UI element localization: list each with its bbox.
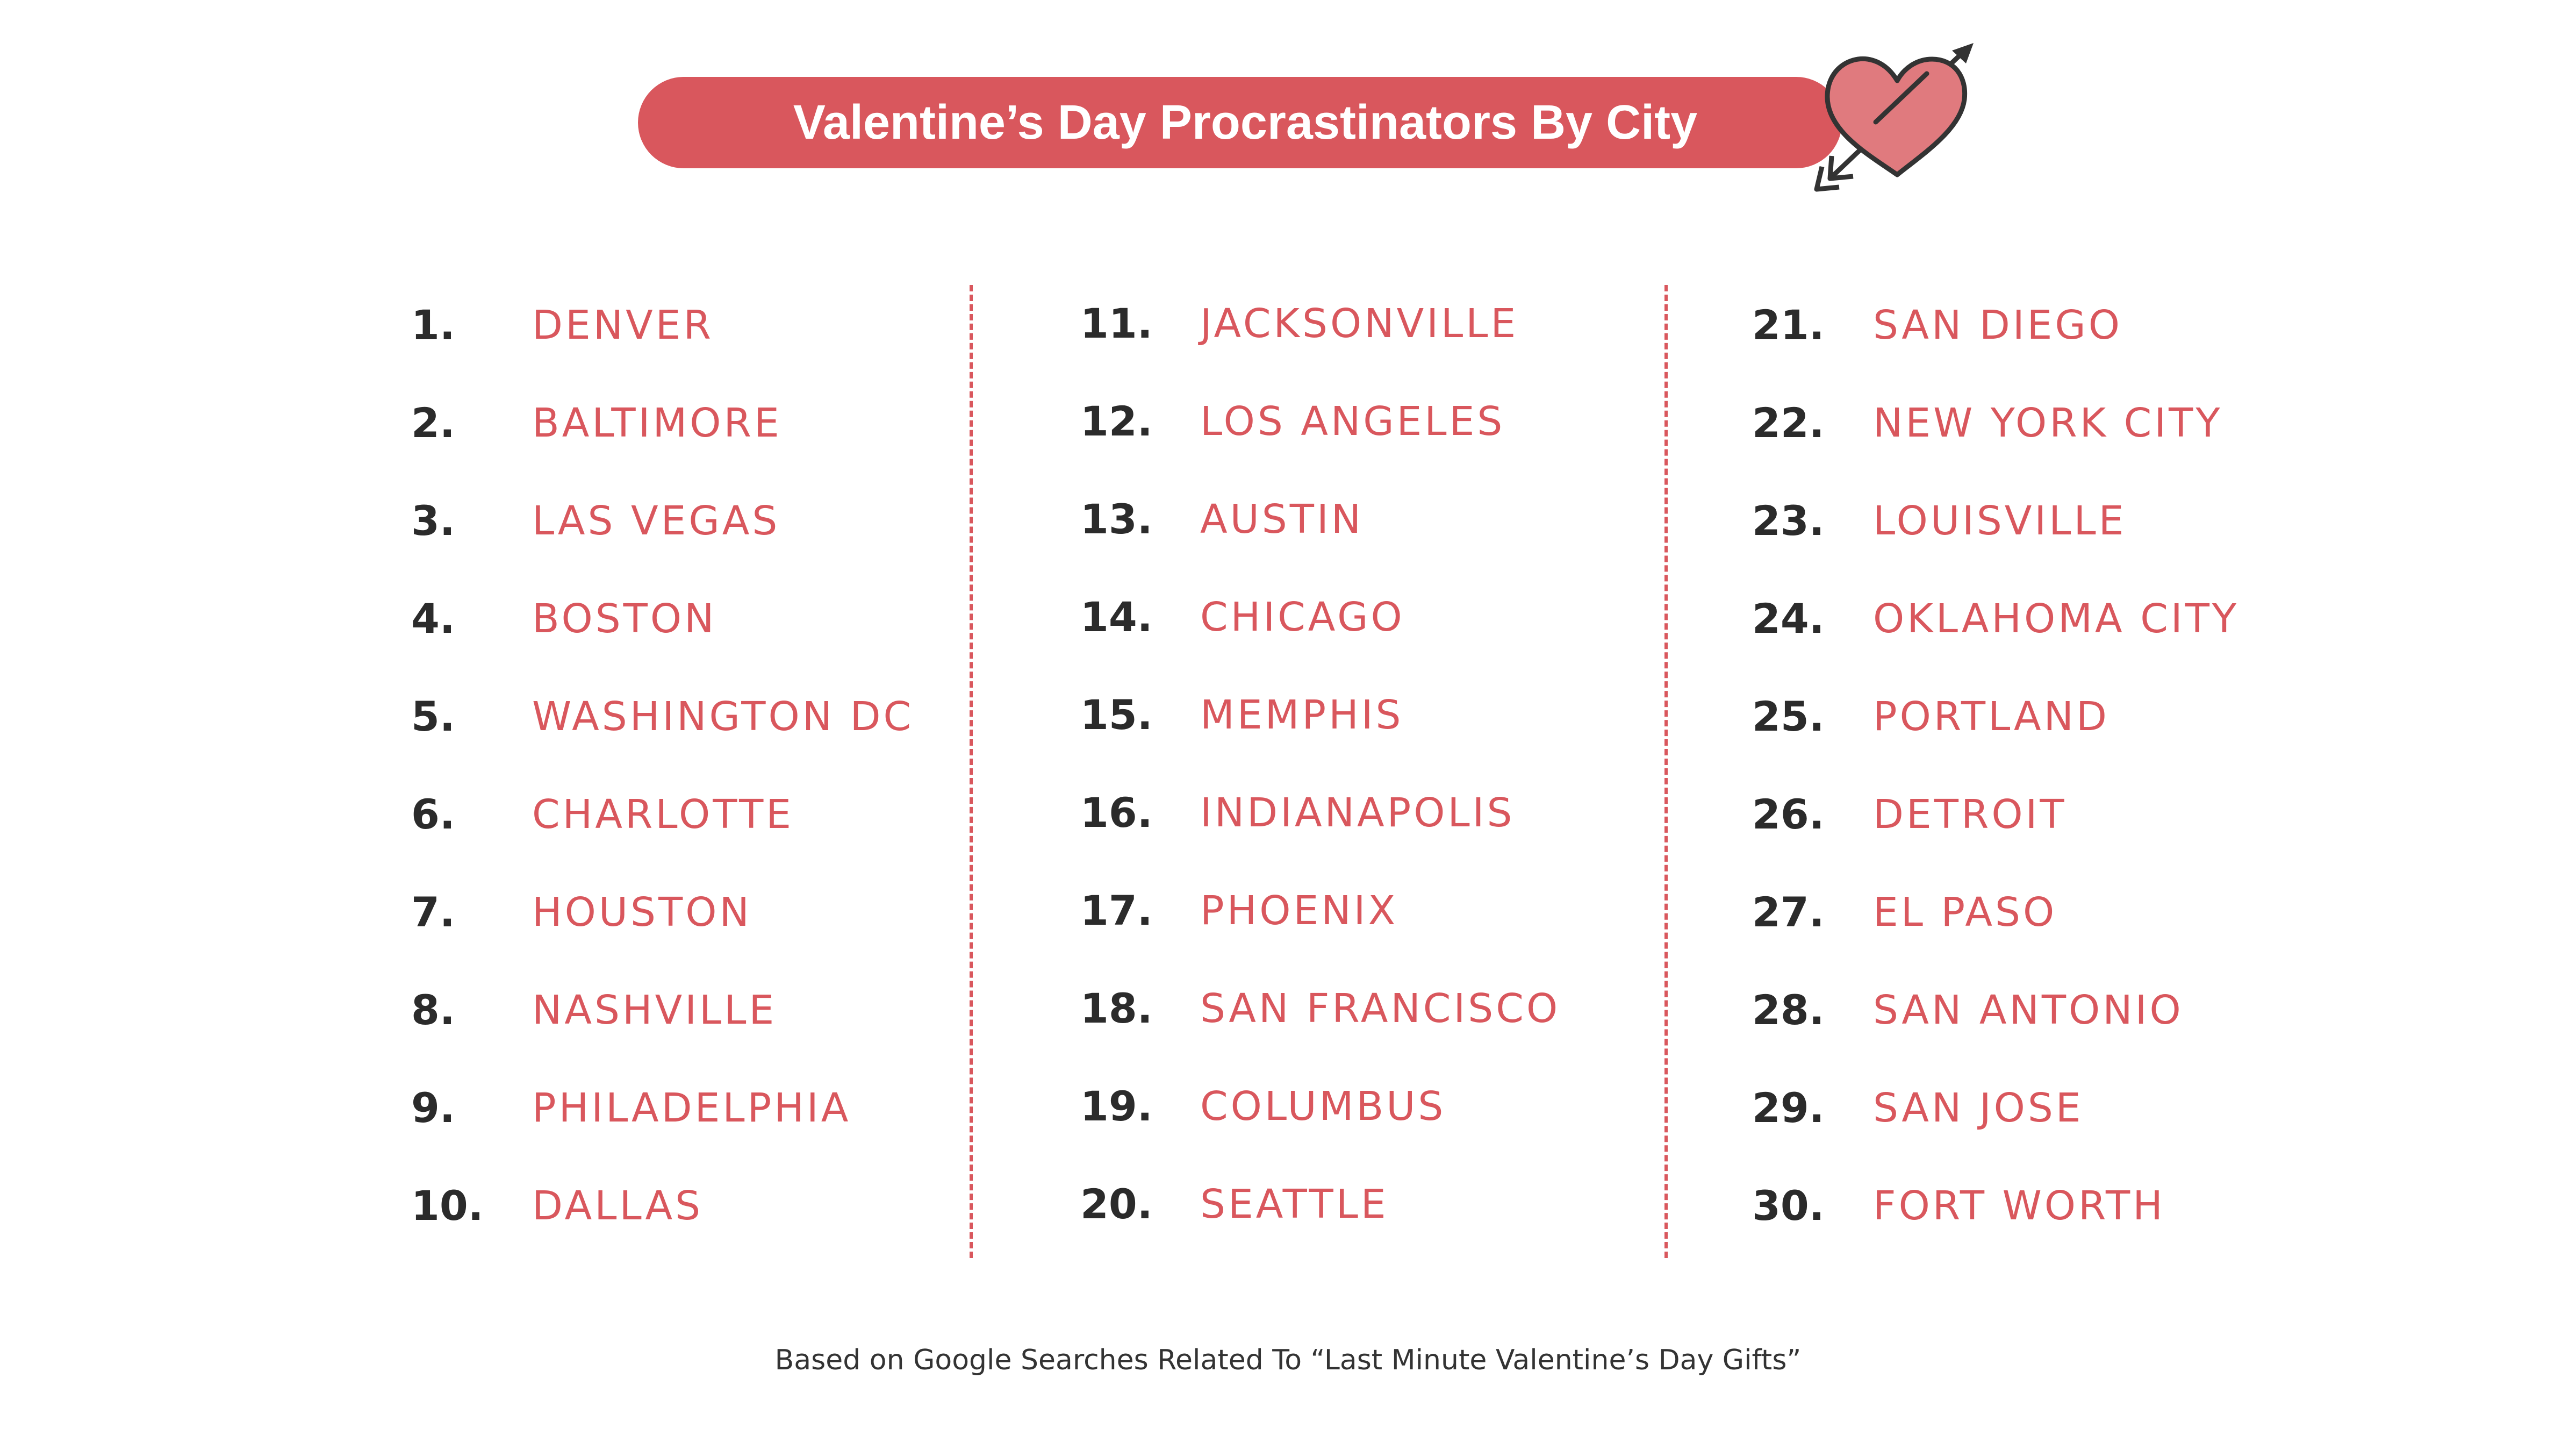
rank-number: 17. — [1080, 887, 1153, 934]
city-name: CHICAGO — [1200, 594, 1405, 640]
rank-number: 2. — [411, 399, 455, 447]
rank-number: 13. — [1080, 495, 1153, 543]
rank-number: 10. — [411, 1182, 484, 1230]
rank-number: 6. — [411, 790, 455, 838]
city-name: DETROIT — [1873, 791, 2067, 838]
rank-number: 15. — [1080, 691, 1153, 739]
rank-number: 27. — [1752, 888, 1825, 936]
city-name: LOUISVILLE — [1873, 498, 2127, 544]
rank-number: 23. — [1752, 497, 1825, 545]
city-name: NEW YORK CITY — [1873, 400, 2223, 446]
rank-number: 12. — [1080, 397, 1153, 445]
page-title: Valentine’s Day Procrastinators By City — [793, 96, 1698, 149]
rank-number: 7. — [411, 888, 455, 936]
city-name: SAN FRANCISCO — [1200, 985, 1561, 1032]
city-name: SAN ANTONIO — [1873, 987, 2184, 1033]
rank-number: 14. — [1080, 593, 1153, 641]
rank-number: 20. — [1080, 1180, 1153, 1228]
rank-number: 30. — [1752, 1182, 1825, 1230]
city-name: LAS VEGAS — [532, 498, 780, 544]
city-name: EL PASO — [1873, 889, 2057, 935]
city-name: SAN JOSE — [1873, 1085, 2084, 1131]
city-name: SEATTLE — [1200, 1181, 1389, 1227]
rank-number: 29. — [1752, 1084, 1825, 1132]
city-name: NASHVILLE — [532, 987, 777, 1033]
rank-number: 28. — [1752, 986, 1825, 1034]
city-name: WASHINGTON DC — [532, 694, 914, 740]
source-footnote: Based on Google Searches Related To “Las… — [774, 1344, 1802, 1376]
city-name: DENVER — [532, 302, 714, 348]
rank-number: 26. — [1752, 790, 1825, 838]
city-name: PHILADELPHIA — [532, 1085, 851, 1131]
column-divider — [1664, 285, 1668, 1258]
city-name: BOSTON — [532, 596, 717, 642]
title-banner — [638, 77, 1842, 168]
city-name: COLUMBUS — [1200, 1083, 1446, 1130]
city-name: BALTIMORE — [532, 400, 782, 446]
rank-number: 1. — [411, 301, 455, 349]
rank-number: 19. — [1080, 1082, 1153, 1130]
rank-number: 21. — [1752, 301, 1825, 349]
city-name: LOS ANGELES — [1200, 398, 1505, 445]
city-name: INDIANAPOLIS — [1200, 790, 1515, 836]
rank-number: 11. — [1080, 299, 1153, 347]
city-name: DALLAS — [532, 1183, 704, 1229]
city-name: CHARLOTTE — [532, 791, 794, 838]
city-name: HOUSTON — [532, 889, 752, 935]
rank-number: 16. — [1080, 789, 1153, 837]
heart-with-arrow-icon — [1814, 43, 1974, 192]
city-name: PHOENIX — [1200, 888, 1398, 934]
rank-number: 3. — [411, 497, 455, 545]
rank-number: 25. — [1752, 692, 1825, 740]
rank-number: 22. — [1752, 399, 1825, 447]
city-name: OKLAHOMA CITY — [1873, 596, 2240, 642]
rank-number: 8. — [411, 986, 455, 1034]
city-name: FORT WORTH — [1873, 1183, 2165, 1229]
city-name: PORTLAND — [1873, 694, 2109, 740]
city-name: MEMPHIS — [1200, 692, 1404, 738]
rank-number: 24. — [1752, 595, 1825, 642]
rank-number: 18. — [1080, 984, 1153, 1032]
city-name: JACKSONVILLE — [1200, 301, 1519, 347]
city-name: SAN DIEGO — [1873, 302, 2122, 348]
city-name: AUSTIN — [1200, 496, 1364, 542]
column-divider — [970, 285, 973, 1258]
rank-number: 9. — [411, 1084, 455, 1132]
rank-number: 4. — [411, 595, 455, 642]
rank-number: 5. — [411, 692, 455, 740]
